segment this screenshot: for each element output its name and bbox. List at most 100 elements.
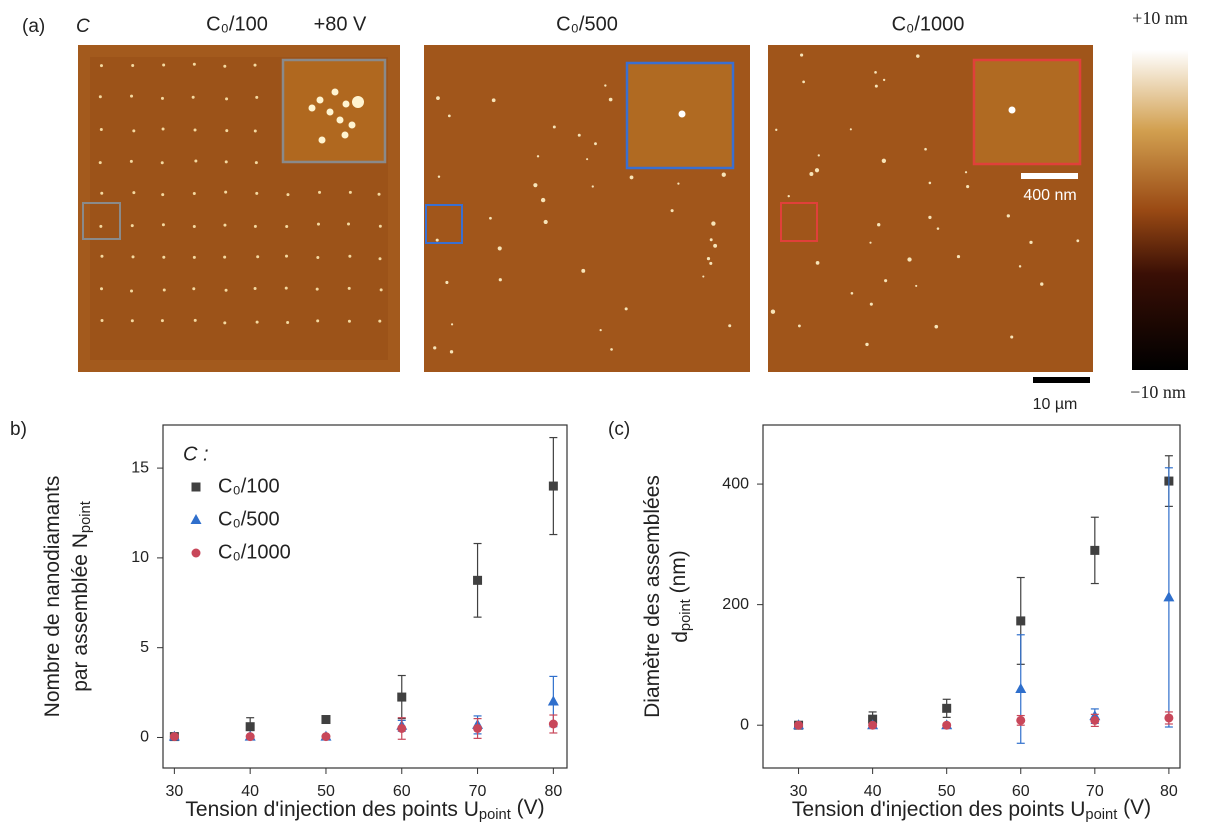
- afm-dot: [161, 193, 165, 197]
- inset: [972, 58, 1082, 166]
- afm-dot: [348, 254, 352, 258]
- afm-dot: [882, 78, 886, 82]
- afm-dot: [728, 324, 732, 328]
- afm-dot: [817, 154, 820, 157]
- afm-dot: [787, 194, 790, 198]
- afm-dot: [869, 302, 873, 306]
- data-point: [548, 719, 558, 729]
- legend-title: C :: [183, 443, 209, 465]
- afm-dot: [881, 158, 887, 163]
- afm-dot: [936, 227, 940, 230]
- plot-frame: [162, 424, 568, 769]
- x-axis-label-part: (V): [1117, 795, 1151, 818]
- data-point: [321, 732, 331, 742]
- afm-dot: [924, 147, 927, 151]
- afm-dot: [160, 161, 164, 165]
- afm-dot: [131, 63, 135, 67]
- panel-title: C₀/100: [206, 13, 268, 35]
- afm-dot: [850, 291, 854, 295]
- data-point: [1016, 715, 1026, 725]
- data-point: [1015, 683, 1027, 694]
- afm-dot: [347, 286, 351, 290]
- data-point: [473, 575, 483, 585]
- particle: [1008, 106, 1016, 114]
- afm-dot: [253, 63, 257, 67]
- data-point: [191, 548, 201, 558]
- afm-dot: [348, 190, 352, 194]
- legend-label: C₀/1000: [218, 541, 291, 563]
- x-tick-label: 40: [241, 783, 259, 800]
- afm-dot: [450, 323, 454, 326]
- afm-dot: [192, 225, 196, 229]
- data-point: [548, 481, 558, 491]
- afm-dot: [540, 197, 546, 203]
- afm-dot: [223, 223, 227, 227]
- y-axis-label-part: par assemblée N: [69, 533, 92, 692]
- afm-dot: [934, 324, 939, 329]
- panel-label: b): [10, 419, 27, 440]
- afm-images: [78, 45, 1093, 372]
- afm-dot: [318, 190, 322, 194]
- afm-dot: [433, 346, 437, 350]
- x-tick-label: 60: [393, 783, 411, 800]
- data-point: [1163, 591, 1175, 602]
- data-point: [245, 732, 255, 742]
- afm-dot: [966, 185, 970, 189]
- afm-dot: [928, 215, 932, 220]
- afm-dot: [713, 243, 718, 248]
- afm-dot: [552, 125, 556, 129]
- x-tick-label: 50: [938, 783, 956, 800]
- particle: [318, 136, 326, 144]
- afm-dot: [670, 209, 674, 213]
- afm-dot: [253, 224, 257, 228]
- afm-dot: [797, 324, 801, 328]
- particle: [308, 104, 316, 112]
- afm-dot: [884, 279, 888, 283]
- data-point: [942, 720, 952, 730]
- afm-dot: [347, 319, 351, 323]
- afm-dot: [131, 255, 135, 259]
- x-tick-label: 30: [165, 783, 183, 800]
- afm-dot: [255, 320, 259, 324]
- x-axis-label-part: point: [479, 807, 511, 823]
- y-axis-label-part: point: [678, 599, 694, 631]
- afm-dot: [610, 348, 613, 351]
- data-point: [245, 722, 255, 732]
- particle: [316, 96, 324, 104]
- afm-dot: [437, 175, 441, 178]
- particle: [342, 100, 350, 108]
- x-axis-label: Tension d'injection des points Upoint (V…: [185, 795, 544, 823]
- x-tick-label: 50: [317, 783, 335, 800]
- y-axis-label-part: point: [78, 501, 94, 533]
- afm-dot: [132, 191, 136, 195]
- panel-label: (c): [608, 419, 630, 440]
- afm-dot: [160, 96, 164, 100]
- afm-dot: [224, 190, 228, 194]
- afm-dot: [498, 278, 502, 282]
- concentration-label: C: [76, 16, 90, 37]
- afm-dot: [711, 221, 716, 226]
- y-tick-label: 15: [131, 459, 149, 476]
- afm-dot: [1006, 214, 1010, 218]
- afm-dot: [874, 71, 877, 74]
- y-tick-label: 0: [740, 716, 749, 733]
- x-tick-label: 70: [1086, 783, 1104, 800]
- afm-dot: [536, 155, 540, 158]
- afm-dot: [702, 275, 705, 278]
- afm-dot: [379, 288, 383, 292]
- data-point: [868, 720, 878, 730]
- afm-dot: [445, 280, 449, 285]
- y-tick-label: 400: [722, 475, 749, 492]
- x-axis-label-part: Tension d'injection des points U: [792, 798, 1086, 821]
- y-axis-label: Nombre de nanodiamants: [41, 476, 64, 718]
- panel-title: C₀/500: [556, 13, 618, 35]
- afm-dot: [956, 254, 961, 259]
- afm-dot: [253, 129, 257, 133]
- afm-dot: [599, 328, 602, 332]
- afm-dot: [1029, 240, 1033, 245]
- data-point: [1164, 713, 1174, 723]
- afm-dot: [447, 114, 451, 118]
- afm-dot: [286, 320, 290, 324]
- plot-frame: [762, 424, 1181, 769]
- afm-dot: [192, 191, 196, 195]
